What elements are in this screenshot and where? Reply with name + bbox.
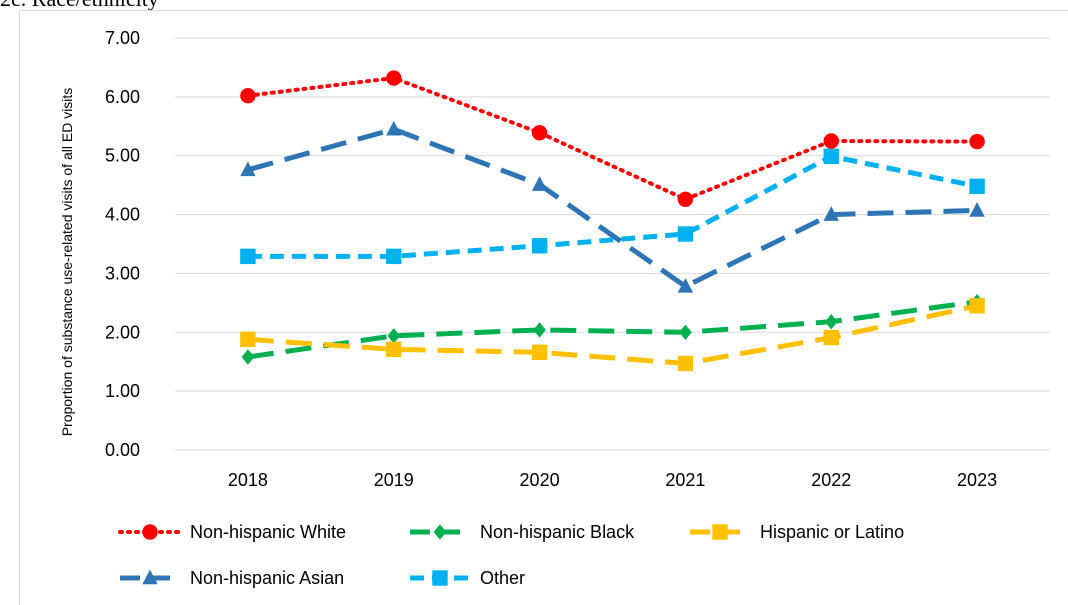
y-tick-label: 1.00 xyxy=(105,381,140,401)
series-line xyxy=(247,126,978,289)
legend-item: Non-hispanic White xyxy=(118,522,346,542)
data-point xyxy=(677,191,694,207)
data-point xyxy=(969,133,985,150)
data-point xyxy=(823,148,839,165)
data-point xyxy=(387,328,401,344)
legend-swatch-marker xyxy=(433,524,447,540)
legend-swatch-marker xyxy=(142,524,158,540)
data-point xyxy=(677,226,694,242)
data-point xyxy=(531,344,548,360)
data-point xyxy=(677,277,694,293)
y-tick-label: 6.00 xyxy=(105,87,140,107)
legend-swatch-marker xyxy=(712,524,728,540)
data-point xyxy=(677,355,694,372)
y-axis-ticks: 0.00 1.00 2.00 3.00 4.00 5.00 6.00 7.00 xyxy=(105,28,140,460)
legend-item: Hispanic or Latino xyxy=(690,522,904,542)
legend-label: Non-hispanic White xyxy=(190,522,346,542)
x-tick-label: 2020 xyxy=(520,470,560,490)
data-point xyxy=(969,202,985,217)
x-axis-ticks: 2018 2019 2020 2021 2022 2023 xyxy=(228,470,997,490)
y-axis-label: Proportion of substance use-related visi… xyxy=(59,88,75,437)
data-point xyxy=(240,248,256,265)
y-tick-label: 3.00 xyxy=(105,263,140,283)
data-point xyxy=(531,125,548,141)
legend-label: Other xyxy=(480,568,525,588)
legend-swatch-marker xyxy=(432,570,448,586)
data-point xyxy=(240,161,256,177)
data-point xyxy=(824,313,838,330)
data-point xyxy=(386,341,402,358)
x-tick-label: 2021 xyxy=(665,470,705,490)
legend-item: Other xyxy=(410,568,525,588)
data-point xyxy=(823,133,839,149)
data-point xyxy=(240,87,256,104)
data-point xyxy=(969,298,985,314)
legend-item: Non-hispanic Black xyxy=(410,522,635,542)
data-point xyxy=(969,178,985,195)
data-point xyxy=(679,324,692,340)
data-point xyxy=(531,176,548,191)
series-line xyxy=(247,299,978,360)
x-tick-label: 2019 xyxy=(374,470,414,490)
series-line xyxy=(247,153,978,259)
y-tick-label: 4.00 xyxy=(105,205,140,225)
y-tick-label: 0.00 xyxy=(105,440,140,460)
data-point xyxy=(533,322,546,338)
data-point xyxy=(241,349,255,365)
series-line xyxy=(245,76,980,202)
series-lines xyxy=(245,76,980,366)
data-point xyxy=(386,248,402,265)
data-point xyxy=(386,70,402,86)
legend-label: Hispanic or Latino xyxy=(760,522,904,542)
data-point xyxy=(823,329,839,346)
y-tick-label: 2.00 xyxy=(105,322,140,342)
legend-swatch-marker xyxy=(142,569,158,585)
chart-frame xyxy=(19,10,1068,605)
x-tick-label: 2018 xyxy=(228,470,268,490)
legend-item: Non-hispanic Asian xyxy=(120,568,344,588)
legend-label: Non-hispanic Black xyxy=(480,522,635,542)
data-point xyxy=(386,120,402,136)
legend: Non-hispanic White Non-hispanic Black Hisp… xyxy=(118,522,904,588)
data-point xyxy=(823,206,839,221)
x-tick-label: 2023 xyxy=(957,470,997,490)
legend-label: Non-hispanic Asian xyxy=(190,568,344,588)
series-markers xyxy=(240,70,985,372)
y-tick-label: 7.00 xyxy=(105,28,140,48)
chart-title: 2c. Race/ethnicity xyxy=(0,0,159,12)
x-tick-label: 2022 xyxy=(811,470,851,490)
y-tick-label: 5.00 xyxy=(105,146,140,166)
series-line xyxy=(247,303,978,366)
data-point xyxy=(531,238,548,254)
data-point xyxy=(240,331,256,348)
gridlines xyxy=(175,37,1050,451)
